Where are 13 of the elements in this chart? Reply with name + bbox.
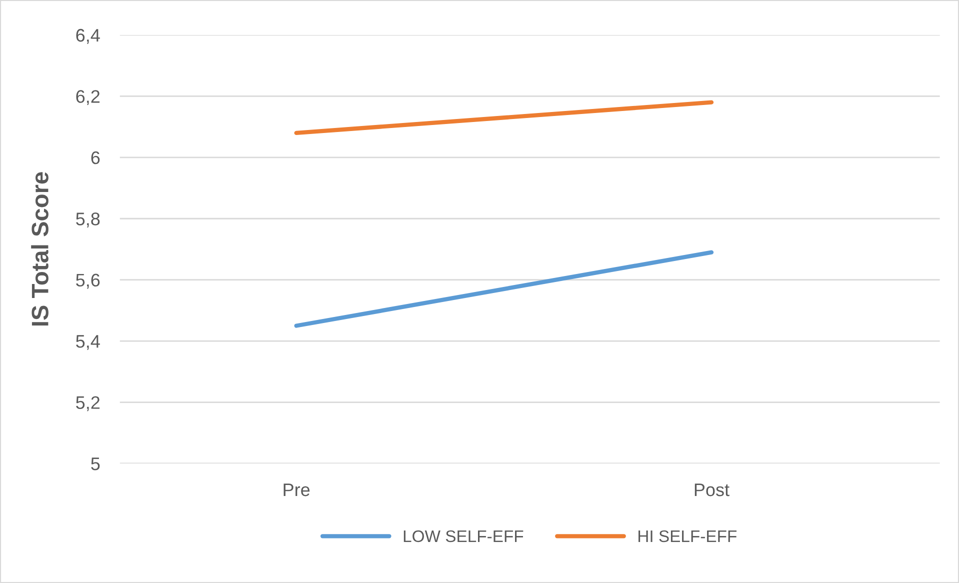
y-axis-title: IS Total Score [31, 172, 48, 326]
y-tick-label: 5,4 [76, 335, 100, 350]
y-tick-label: 5,8 [76, 212, 100, 228]
legend-label: LOW SELF-EFF [404, 530, 524, 542]
y-tick-label: 5,6 [76, 274, 100, 289]
x-tick-label: Post [694, 484, 730, 496]
x-tick-label: Pre [284, 484, 310, 496]
y-tick-label: 6,4 [76, 28, 100, 44]
y-tick-label: 6,2 [76, 90, 100, 106]
y-tick-label: 6 [91, 151, 100, 164]
y-tick-label: 5 [91, 458, 100, 470]
legend-label: HI SELF-EFF [638, 530, 737, 542]
y-tick-label: 5,2 [76, 396, 100, 412]
